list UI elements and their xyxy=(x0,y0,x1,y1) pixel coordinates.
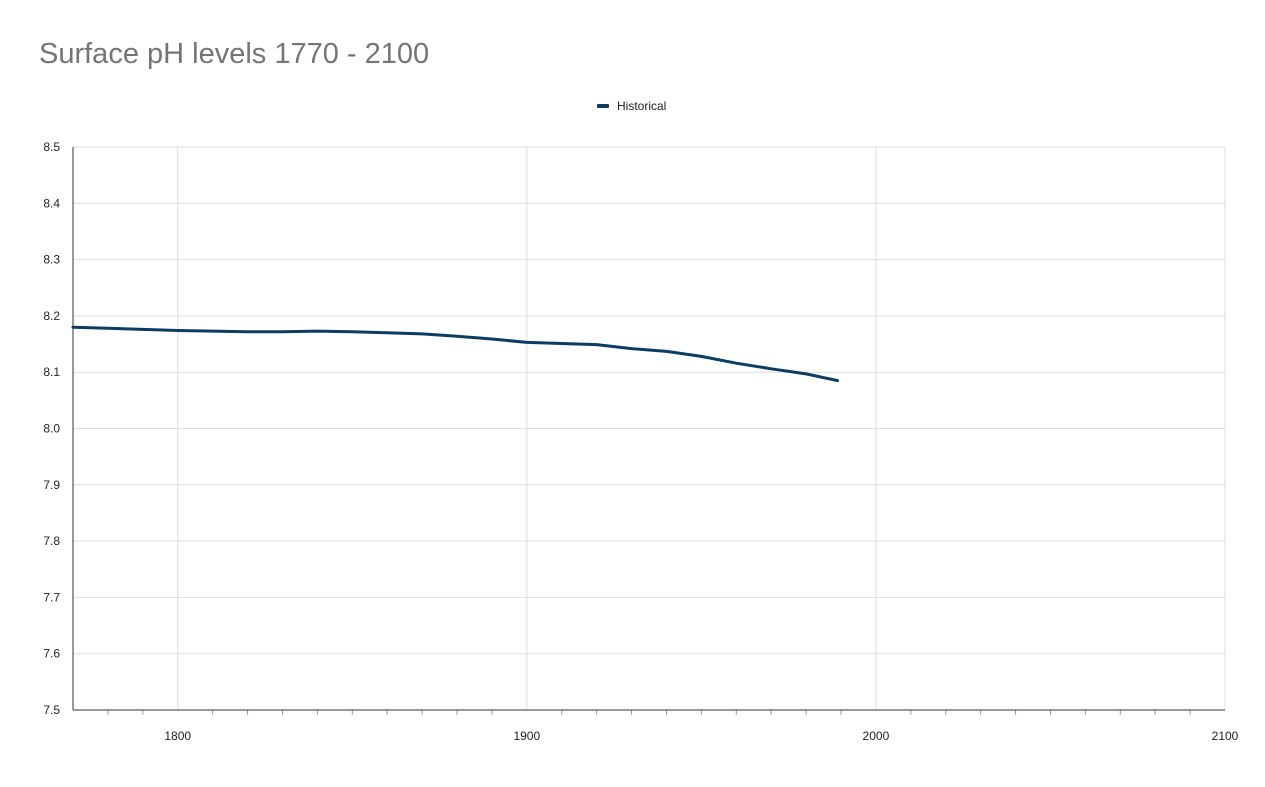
x-tick-label: 1900 xyxy=(513,729,540,743)
grid-layer xyxy=(73,146,1226,711)
x-tick-label: 2000 xyxy=(863,729,890,743)
y-tick-label: 8.0 xyxy=(43,422,60,436)
y-tick-label: 7.5 xyxy=(43,703,60,717)
x-tick-label: 1800 xyxy=(164,729,191,743)
y-tick-label: 8.2 xyxy=(43,309,60,323)
legend-label-historical: Historical xyxy=(617,99,667,113)
y-tick-label: 8.5 xyxy=(43,140,60,154)
y-tick-label: 7.9 xyxy=(43,478,60,492)
y-tick-label: 8.3 xyxy=(43,253,60,267)
x-tick-label: 2100 xyxy=(1212,729,1239,743)
legend: Historical xyxy=(597,99,666,113)
legend-swatch-historical xyxy=(597,104,609,108)
axis-layer: 7.5 7.6 7.7 7.8 7.9 8.0 8.1 8.2 8.3 8.4 8.5 1800 190… xyxy=(43,140,1238,743)
chart-title: Surface pH levels 1770 - 2100 xyxy=(39,38,430,70)
y-tick-label: 8.1 xyxy=(43,365,60,379)
y-tick-label: 7.8 xyxy=(43,534,60,548)
series-layer xyxy=(71,325,839,383)
y-tick-label: 8.4 xyxy=(43,196,60,210)
series-line-historical xyxy=(71,325,839,383)
y-tick-label: 7.6 xyxy=(43,647,60,661)
y-tick-label: 7.7 xyxy=(43,590,60,604)
